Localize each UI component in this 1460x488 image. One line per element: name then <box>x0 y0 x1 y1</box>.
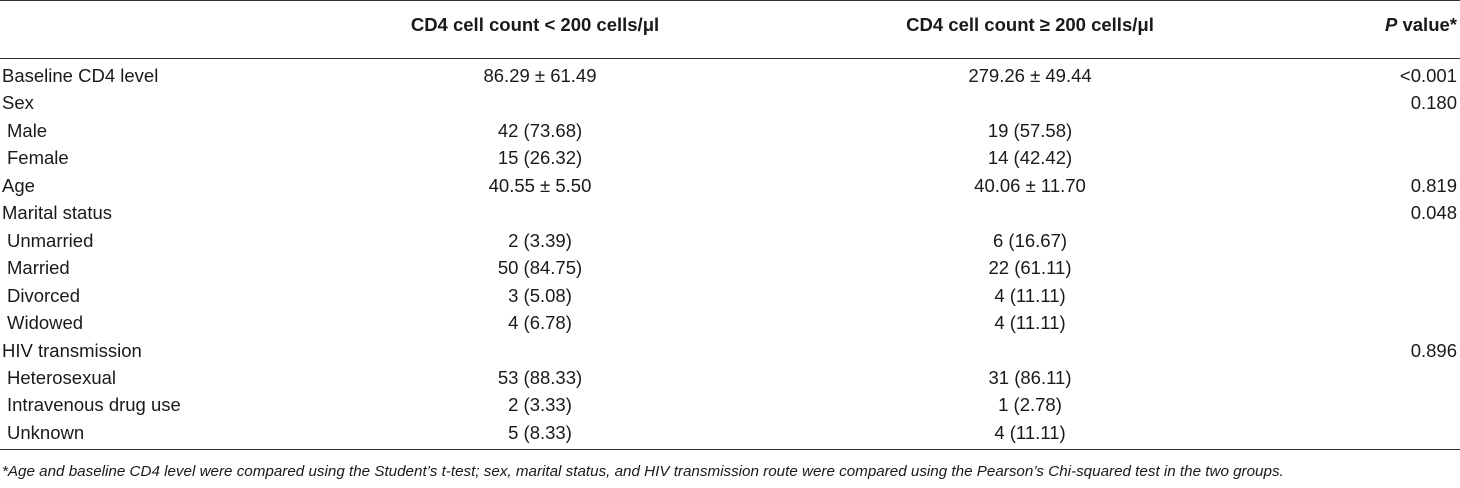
cell-low: 42 (73.68) <box>497 119 583 141</box>
variable-label: Age <box>2 174 35 196</box>
cell-low: 5 (8.33) <box>508 421 572 443</box>
cell-low: 50 (84.75) <box>497 257 583 279</box>
cell-low: 4 (6.78) <box>508 312 572 334</box>
variable-label: Marital status <box>2 202 113 224</box>
footnote: *Age and baseline CD4 level were compare… <box>2 463 1284 480</box>
cell-high: 1 (2.78) <box>998 394 1062 416</box>
cell-low: 2 (3.33) <box>508 394 572 416</box>
cell-low: 53 (88.33) <box>497 366 583 388</box>
cell-high: 4 (11.11) <box>994 421 1066 443</box>
cell-high: 4 (11.11) <box>994 312 1066 334</box>
cell-high: 279.26 ± 49.44 <box>968 65 1092 86</box>
header-p-value: P value* <box>1385 14 1457 36</box>
cell-low: 3 (5.08) <box>508 284 572 306</box>
cell-p: 0.896 <box>1410 339 1457 361</box>
variable-label: HIV transmission <box>2 339 142 361</box>
cell-p: 0.819 <box>1410 174 1457 196</box>
level-label: Unknown <box>7 421 85 443</box>
header-rule <box>0 58 1460 59</box>
cell-low: 40.55 ± 5.50 <box>488 174 592 196</box>
variable-label: Baseline CD4 level <box>2 65 159 86</box>
bottom-rule <box>0 449 1460 450</box>
cell-high: 40.06 ± 11.70 <box>974 174 1086 196</box>
header-high: CD4 cell count ≥ 200 cells/μl <box>906 14 1154 35</box>
header-p: P <box>1385 14 1398 35</box>
level-label: Widowed <box>7 312 84 334</box>
cell-high: 14 (42.42) <box>987 147 1073 169</box>
level-label: Intravenous drug use <box>7 394 181 416</box>
cell-high: 6 (16.67) <box>992 229 1068 251</box>
cell-high: 31 (86.11) <box>988 366 1072 388</box>
cell-low: 86.29 ± 61.49 <box>483 65 597 86</box>
cell-high: 19 (57.58) <box>987 119 1073 141</box>
cell-low: 2 (3.39) <box>508 229 572 251</box>
level-label: Married <box>7 257 70 279</box>
header-value: value* <box>1402 14 1457 35</box>
cell-p: 0.180 <box>1410 92 1457 114</box>
cell-high: 22 (61.11) <box>988 257 1072 279</box>
level-label: Female <box>7 147 69 169</box>
level-label: Divorced <box>7 284 80 306</box>
cell-low: 15 (26.32) <box>497 147 583 169</box>
level-label: Unmarried <box>7 229 94 251</box>
level-label: Heterosexual <box>7 366 117 388</box>
cell-p: <0.001 <box>1399 65 1457 86</box>
header-low: CD4 cell count < 200 cells/μl <box>410 14 660 35</box>
top-rule <box>0 0 1460 1</box>
variable-label: Sex <box>2 92 34 114</box>
level-label: Male <box>7 119 48 141</box>
cell-p: 0.048 <box>1410 202 1457 224</box>
cell-high: 4 (11.11) <box>994 284 1066 306</box>
